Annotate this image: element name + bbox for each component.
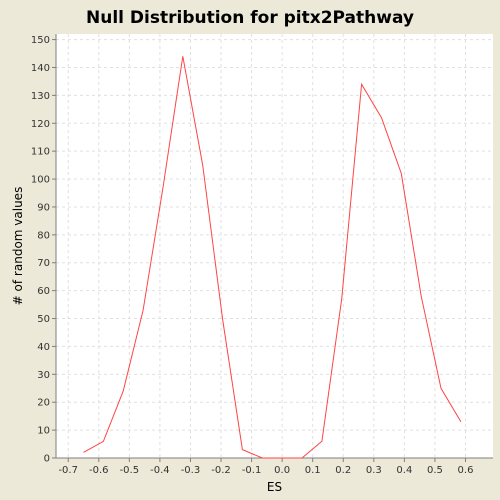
x-tick-label: -0.3 [181, 465, 201, 476]
y-tick-label: 40 [37, 342, 50, 353]
x-axis-label: ES [267, 480, 282, 494]
y-tick-label: 90 [37, 202, 50, 213]
y-tick-label: 130 [31, 91, 50, 102]
y-tick-label: 50 [37, 314, 50, 325]
x-tick-label: -0.2 [211, 465, 231, 476]
y-tick-label: 10 [37, 426, 50, 437]
plot-area [56, 34, 493, 458]
x-tick-label: 0.6 [458, 465, 474, 476]
series-line [83, 56, 462, 459]
y-tick-label: 100 [31, 175, 50, 186]
x-tick-label: 0.5 [427, 465, 443, 476]
x-tick-label: -0.5 [120, 465, 140, 476]
y-tick-label: 110 [31, 147, 50, 158]
y-tick-label: 120 [31, 119, 50, 130]
x-tick-label: 0.2 [335, 465, 351, 476]
series-layer [83, 56, 462, 459]
y-tick-label: 0 [44, 454, 50, 465]
y-tick-label: 20 [37, 398, 50, 409]
y-tick-label: 80 [37, 230, 50, 241]
y-tick-label: 60 [37, 286, 50, 297]
y-axis-label: # of random values [11, 187, 25, 306]
y-tick-label: 150 [31, 35, 50, 46]
y-tick-label: 140 [31, 63, 50, 74]
x-tick-label: 0.3 [366, 465, 382, 476]
grid [56, 34, 493, 459]
x-tick-label: -0.1 [242, 465, 262, 476]
x-tick-label: 0.0 [274, 465, 290, 476]
y-tick-label: 70 [37, 258, 50, 269]
x-tick-label: 0.4 [396, 465, 412, 476]
y-tick-label: 30 [37, 370, 50, 381]
x-tick-label: -0.4 [150, 465, 170, 476]
chart-title: Null Distribution for pitx2Pathway [86, 8, 414, 28]
x-tick-label: 0.1 [305, 465, 321, 476]
x-tick-label: -0.6 [89, 465, 109, 476]
x-tick-label: -0.7 [58, 465, 78, 476]
